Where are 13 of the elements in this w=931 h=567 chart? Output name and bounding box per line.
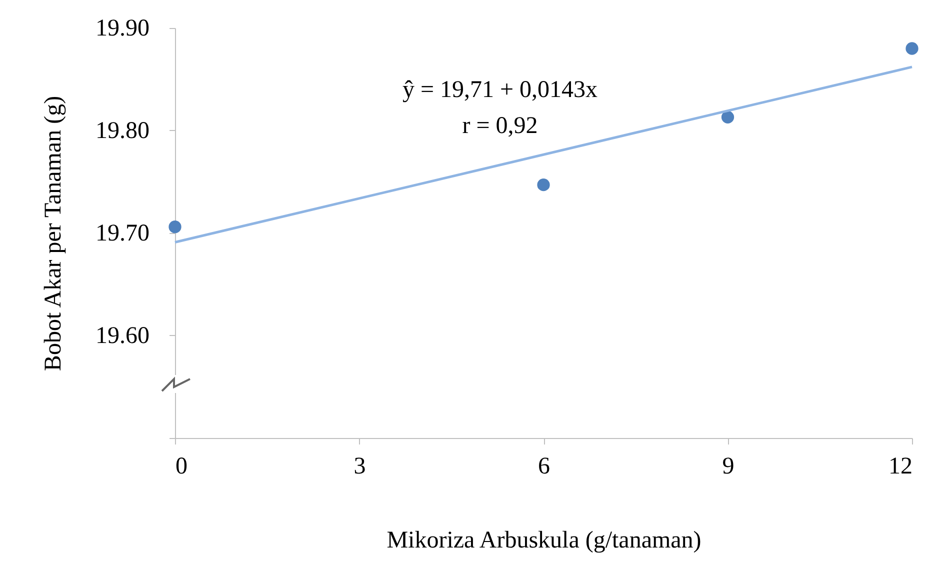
x-axis-title: Mikoriza Arbuskula (g/tanaman) [386,528,702,554]
x-tick-label: 12 [888,454,912,480]
y-axis-title: Bobot Akar per Tanaman (g) [40,96,66,372]
y-tick-label: 19.60 [96,323,150,349]
x-tick-label: 9 [722,454,734,480]
x-tick-label: 3 [354,454,366,480]
y-tick-label: 19.90 [96,16,150,42]
y-tick-label: 19.80 [96,118,150,144]
x-tick-label: 0 [176,454,188,480]
x-tick-label: 6 [538,454,550,480]
y-tick-label: 19.70 [96,220,150,246]
annotation: r = 0,92 [462,113,538,139]
annotation: ŷ = 19,71 + 0,0143x [402,77,598,103]
